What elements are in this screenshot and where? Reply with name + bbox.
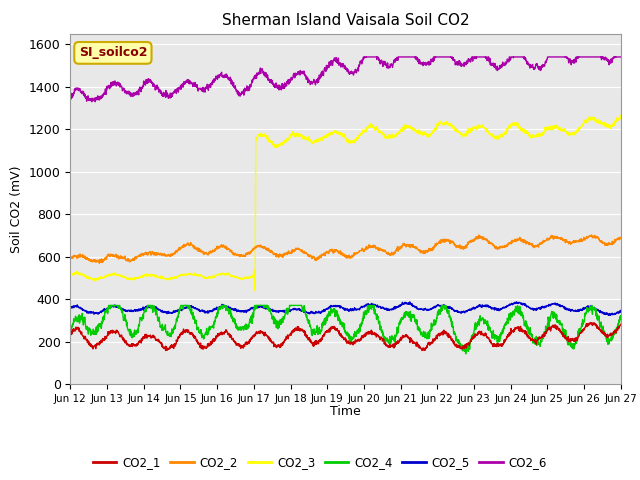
- CO2_4: [67, 325, 74, 331]
- CO2_6: [320, 69, 328, 75]
- CO2_1: [601, 332, 609, 337]
- CO2_6: [617, 54, 625, 60]
- CO2_4: [601, 331, 609, 337]
- CO2_6: [360, 54, 368, 60]
- CO2_2: [95, 259, 102, 264]
- CO2_1: [617, 322, 625, 327]
- Line: CO2_5: CO2_5: [70, 302, 621, 315]
- CO2_1: [335, 328, 342, 334]
- CO2_1: [602, 331, 609, 336]
- CO2_2: [95, 260, 103, 266]
- CO2_5: [67, 303, 74, 309]
- CO2_5: [617, 308, 625, 313]
- CO2_2: [335, 248, 342, 254]
- CO2_3: [500, 132, 508, 138]
- CO2_5: [334, 303, 342, 309]
- Line: CO2_4: CO2_4: [70, 305, 621, 354]
- CO2_2: [617, 235, 625, 240]
- CO2_1: [95, 340, 102, 346]
- CO2_3: [251, 288, 259, 293]
- CO2_5: [319, 307, 327, 313]
- CO2_4: [500, 325, 508, 331]
- CO2_3: [601, 123, 609, 129]
- CO2_5: [500, 304, 508, 310]
- CO2_3: [320, 132, 328, 138]
- CO2_6: [500, 61, 508, 67]
- CO2_6: [601, 54, 609, 60]
- Line: CO2_3: CO2_3: [70, 116, 621, 290]
- CO2_4: [602, 332, 609, 338]
- CO2_5: [605, 312, 612, 318]
- CO2_6: [67, 95, 74, 101]
- CO2_4: [320, 319, 328, 324]
- Line: CO2_1: CO2_1: [70, 323, 621, 350]
- CO2_2: [500, 243, 508, 249]
- Title: Sherman Island Vaisala Soil CO2: Sherman Island Vaisala Soil CO2: [222, 13, 469, 28]
- CO2_4: [95, 322, 102, 327]
- CO2_5: [601, 311, 609, 316]
- CO2_1: [587, 320, 595, 325]
- CO2_2: [588, 232, 595, 238]
- CO2_3: [335, 130, 342, 135]
- CO2_4: [617, 313, 625, 319]
- CO2_6: [92, 99, 99, 105]
- CO2_2: [601, 240, 609, 246]
- CO2_6: [335, 55, 342, 61]
- CO2_6: [95, 94, 102, 99]
- CO2_5: [513, 299, 520, 305]
- CO2_2: [602, 240, 609, 246]
- X-axis label: Time: Time: [330, 405, 361, 418]
- CO2_4: [105, 302, 113, 308]
- CO2_5: [95, 311, 102, 317]
- CO2_3: [617, 113, 625, 119]
- CO2_1: [162, 348, 170, 353]
- CO2_3: [67, 271, 74, 277]
- CO2_1: [320, 334, 328, 339]
- CO2_1: [500, 338, 508, 344]
- Line: CO2_6: CO2_6: [70, 57, 621, 102]
- CO2_6: [602, 56, 609, 62]
- CO2_2: [67, 255, 74, 261]
- CO2_3: [95, 275, 102, 281]
- Y-axis label: Soil CO2 (mV): Soil CO2 (mV): [10, 165, 23, 252]
- Legend: CO2_1, CO2_2, CO2_3, CO2_4, CO2_5, CO2_6: CO2_1, CO2_2, CO2_3, CO2_4, CO2_5, CO2_6: [88, 452, 552, 474]
- CO2_4: [462, 351, 470, 357]
- CO2_4: [335, 314, 342, 320]
- CO2_3: [601, 123, 609, 129]
- CO2_2: [320, 251, 328, 256]
- CO2_5: [601, 311, 609, 316]
- CO2_1: [67, 333, 74, 338]
- Text: SI_soilco2: SI_soilco2: [79, 47, 147, 60]
- Line: CO2_2: CO2_2: [70, 235, 621, 263]
